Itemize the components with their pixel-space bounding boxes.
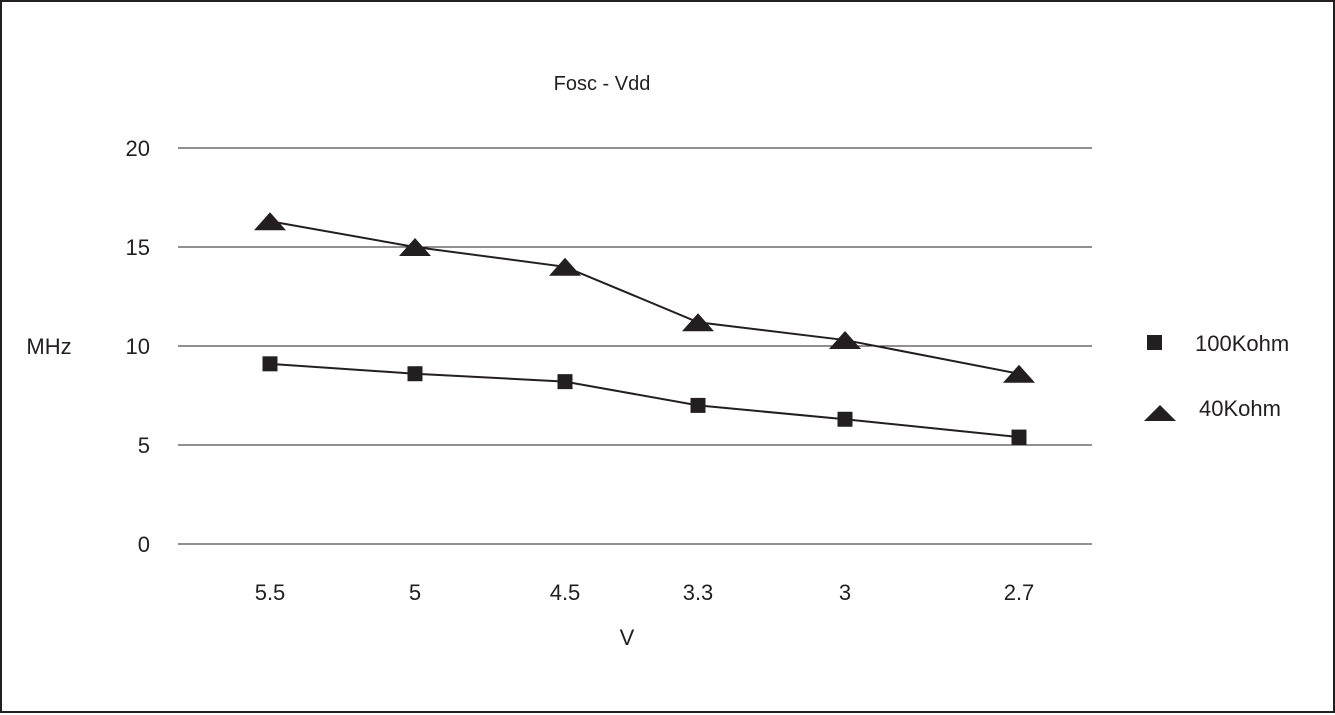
y-tick-label: 5 — [138, 433, 150, 458]
data-point-40kohm — [1003, 364, 1035, 383]
legend-marker-100kohm — [1147, 335, 1162, 350]
legend-label-40kohm: 40Kohm — [1199, 396, 1281, 421]
x-tick-label: 3 — [839, 580, 851, 605]
series-line-40kohm — [269, 220, 1020, 375]
x-tick-label: 5 — [409, 580, 421, 605]
series-layer — [254, 212, 1035, 445]
x-axis-ticks: 5.5 5 4.5 3.3 3 2.7 — [255, 580, 1035, 605]
data-point-40kohm — [399, 238, 431, 256]
data-point-100kohm — [407, 366, 423, 382]
x-axis-label: V — [620, 625, 635, 650]
data-point-40kohm — [682, 313, 714, 332]
x-tick-label: 2.7 — [1004, 580, 1035, 605]
data-point-100kohm — [837, 411, 853, 427]
y-axis-ticks: 20 15 10 5 0 — [126, 136, 150, 557]
x-tick-label: 3.3 — [683, 580, 714, 605]
y-tick-label: 10 — [126, 334, 150, 359]
data-point-40kohm — [254, 212, 286, 231]
y-tick-label: 0 — [138, 532, 150, 557]
chart-title: Fosc - Vdd — [554, 73, 651, 95]
data-point-100kohm — [690, 397, 706, 413]
series-line-100kohm — [269, 362, 1020, 439]
x-tick-label: 4.5 — [550, 580, 581, 605]
gridlines — [178, 147, 1092, 545]
y-tick-label: 15 — [126, 235, 150, 260]
legend-label-100kohm: 100Kohm — [1195, 331, 1289, 356]
y-axis-label: MHz — [26, 334, 71, 359]
legend: 100Kohm 40Kohm — [1144, 331, 1289, 421]
x-tick-label: 5.5 — [255, 580, 286, 605]
data-point-100kohm — [557, 374, 573, 390]
data-point-40kohm — [829, 331, 861, 350]
y-tick-label: 20 — [126, 136, 150, 161]
data-point-100kohm — [1011, 429, 1027, 445]
data-point-100kohm — [262, 356, 278, 372]
data-point-40kohm — [549, 257, 581, 276]
legend-marker-40kohm — [1144, 405, 1176, 421]
